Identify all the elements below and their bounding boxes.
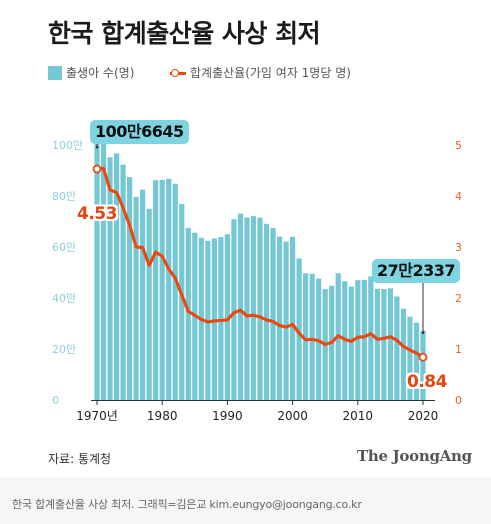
bar-1979: [153, 180, 159, 400]
bar-1971: [100, 138, 107, 400]
bar-2017: [400, 308, 407, 400]
legend-item-births: 출생아 수(명): [48, 64, 134, 81]
bar-2019: [413, 322, 420, 400]
last-rate-label: 0.84: [407, 372, 447, 392]
right-tick-label: 3: [455, 241, 462, 254]
bar-2010: [355, 280, 361, 400]
bar-2018: [407, 316, 413, 400]
left-tick-label: 0: [52, 394, 59, 407]
x-tick-label: 2020: [408, 409, 439, 423]
bar-1970: [94, 143, 100, 400]
bar-1996: [263, 223, 270, 400]
min-leader-dot: [421, 331, 425, 334]
x-tick-label: 1970년: [76, 409, 118, 423]
bar-1990: [224, 234, 230, 400]
legend-fertility-label: 합계출산율(가임 여자 1명당 명): [190, 66, 351, 80]
footer-bar: 한국 합계출산율 사상 최저. 그래픽=김은교 kim.eungyo@joong…: [0, 477, 491, 524]
legend-line-swatch: [170, 66, 186, 80]
combo-chart: 0 20만 40만 60만 80만 100만 0 1 2 3 4 5 1970년 1980 1990 20…: [52, 138, 462, 423]
legend-births-label: 출생아 수(명): [66, 66, 135, 80]
bar-2020: [420, 330, 426, 400]
bar-2001: [296, 258, 302, 400]
right-tick-label: 2: [455, 292, 462, 305]
bar-2002: [303, 273, 309, 400]
bar-1977: [140, 189, 146, 401]
right-tick-label: 0: [455, 394, 462, 407]
bar-1988: [211, 238, 217, 400]
bar-1976: [133, 197, 139, 400]
bar-1972: [107, 157, 113, 400]
legend-bar-swatch: [48, 65, 62, 80]
bar-1994: [250, 216, 257, 400]
fertility-line-path: [95, 166, 425, 359]
min-births-callout: 27만2337: [372, 259, 461, 283]
right-tick-label: 4: [455, 190, 462, 203]
x-tick-label: 1990: [212, 409, 243, 423]
bar-1978: [146, 208, 152, 400]
bar-1998: [276, 236, 283, 400]
bar-2003: [309, 273, 315, 400]
left-tick-label: 20만: [52, 343, 76, 356]
bar-2012: [368, 276, 374, 400]
bar-1980: [159, 179, 165, 400]
bar-1995: [257, 217, 263, 400]
max-births-callout: 100만6645: [90, 120, 189, 144]
bar-1984: [185, 227, 191, 401]
x-tick-label: 1980: [147, 409, 178, 423]
publisher-logo: The JoongAng: [357, 447, 472, 465]
max-leader-dot: [95, 145, 99, 149]
bar-1982: [172, 183, 178, 400]
left-tick-label: 40만: [52, 292, 76, 305]
right-tick-label: 5: [455, 139, 462, 152]
left-tick-label: 60만: [52, 241, 76, 254]
legend-item-fertility: 합계출산율(가임 여자 1명당 명): [170, 64, 351, 81]
first-rate-label: 4.53: [77, 204, 117, 224]
bar-1989: [218, 237, 224, 400]
x-tick-label: 2000: [277, 409, 308, 423]
right-tick-label: 1: [455, 343, 462, 356]
bar-2011: [361, 279, 367, 400]
chart-title: 한국 합계출산율 사상 최저: [48, 19, 321, 48]
bar-1997: [270, 227, 276, 401]
left-axis-ticks: 0 20만 40만 60만 80만 100만: [52, 139, 83, 407]
bar-2000: [290, 236, 296, 400]
bar-1983: [179, 203, 185, 400]
right-axis-ticks: 0 1 2 3 4 5: [455, 139, 462, 407]
bar-2009: [348, 286, 354, 400]
x-axis: 1970년 1980 1990 2000 2010 2020: [76, 400, 438, 423]
bar-1974: [120, 164, 126, 400]
bar-1981: [166, 178, 172, 400]
bar-1993: [244, 217, 250, 400]
first-rate-marker: [92, 164, 102, 174]
bar-2015: [387, 288, 393, 400]
data-source: 자료: 통계청: [48, 452, 112, 466]
bar-1973: [113, 153, 120, 400]
left-tick-label: 80만: [52, 190, 76, 203]
callout-leaders: [95, 144, 425, 334]
bar-1999: [283, 241, 289, 400]
bar-2014: [381, 289, 387, 400]
bar-2013: [374, 288, 380, 400]
bar-1991: [231, 219, 237, 400]
bar-1992: [237, 213, 244, 400]
x-tick-label: 2010: [343, 409, 374, 423]
footer-credit: 한국 합계출산율 사상 최저. 그래픽=김은교 kim.eungyo@joong…: [12, 498, 362, 511]
bar-2016: [394, 296, 400, 400]
last-rate-marker: [418, 352, 428, 362]
left-tick-label: 100만: [52, 139, 83, 152]
fertility-line: [92, 164, 428, 362]
bar-1975: [127, 177, 133, 400]
